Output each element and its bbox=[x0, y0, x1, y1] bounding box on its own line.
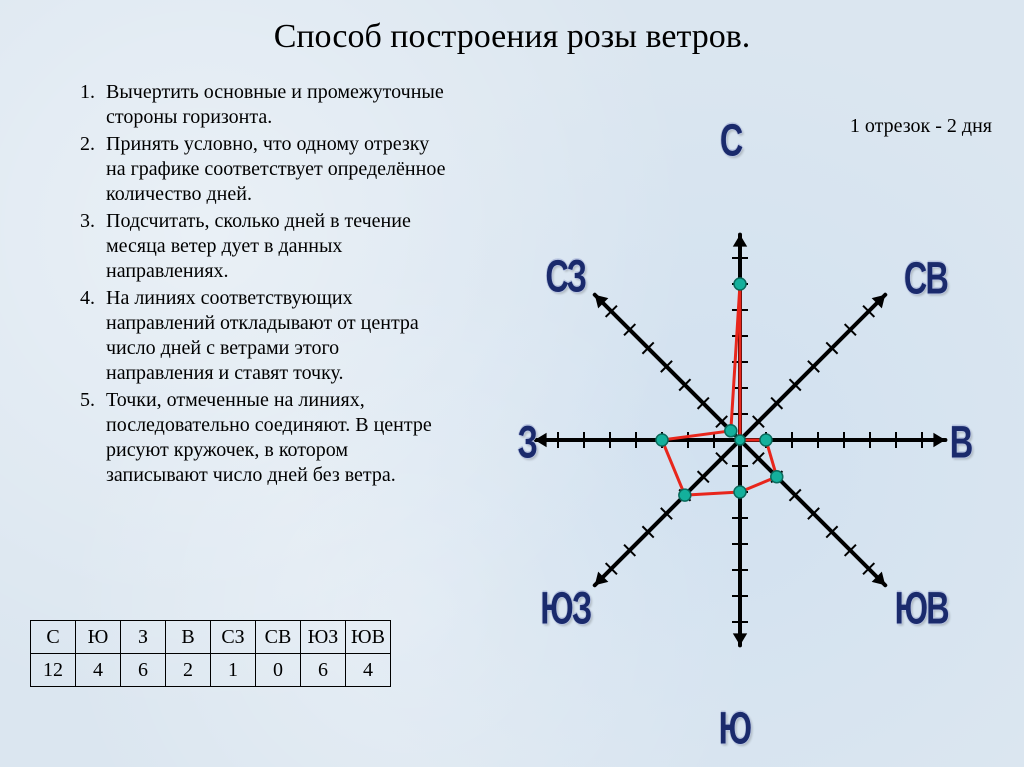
instruction-list: Вычертить основные и промежуточные сторо… bbox=[30, 80, 450, 490]
table-value-cell: 0 bbox=[256, 654, 301, 687]
wind-rose-chart: ССВВЮВЮЮЗЗСЗ bbox=[470, 80, 1010, 750]
page-title: Способ построения розы ветров. bbox=[0, 18, 1024, 56]
table-header-cell: З bbox=[121, 621, 166, 654]
table-header-cell: ЮЗ bbox=[301, 621, 346, 654]
table-value-cell: 2 bbox=[166, 654, 211, 687]
table-header-cell: С bbox=[31, 621, 76, 654]
table-value-cell: 6 bbox=[121, 654, 166, 687]
table-header-cell: В bbox=[166, 621, 211, 654]
direction-label: С bbox=[720, 116, 742, 168]
direction-label: СВ bbox=[904, 254, 947, 306]
direction-label: СЗ bbox=[546, 252, 586, 304]
step-item: На линиях соответствующих направлений от… bbox=[100, 286, 450, 386]
table-header-cell: СВ bbox=[256, 621, 301, 654]
step-item: Принять условно, что одному отрезку на г… bbox=[100, 132, 450, 207]
step-item: Точки, отмеченные на линиях, последовате… bbox=[100, 388, 450, 488]
data-table: СЮЗВСЗСВЮЗЮВ 124621064 bbox=[30, 620, 391, 687]
direction-label: В bbox=[950, 418, 972, 470]
direction-label: З bbox=[518, 418, 537, 470]
table-value-cell: 1 bbox=[211, 654, 256, 687]
direction-label: Ю bbox=[719, 704, 751, 756]
table-value-cell: 12 bbox=[31, 654, 76, 687]
table-value-cell: 6 bbox=[301, 654, 346, 687]
direction-label: ЮВ bbox=[895, 584, 948, 636]
step-item: Вычертить основные и промежуточные сторо… bbox=[100, 80, 450, 130]
table-header-cell: ЮВ bbox=[346, 621, 391, 654]
table-header-cell: СЗ bbox=[211, 621, 256, 654]
direction-label: ЮЗ bbox=[540, 584, 590, 636]
table-header-cell: Ю bbox=[76, 621, 121, 654]
table-value-cell: 4 bbox=[346, 654, 391, 687]
table-value-cell: 4 bbox=[76, 654, 121, 687]
step-item: Подсчитать, сколько дней в течение месяц… bbox=[100, 209, 450, 284]
